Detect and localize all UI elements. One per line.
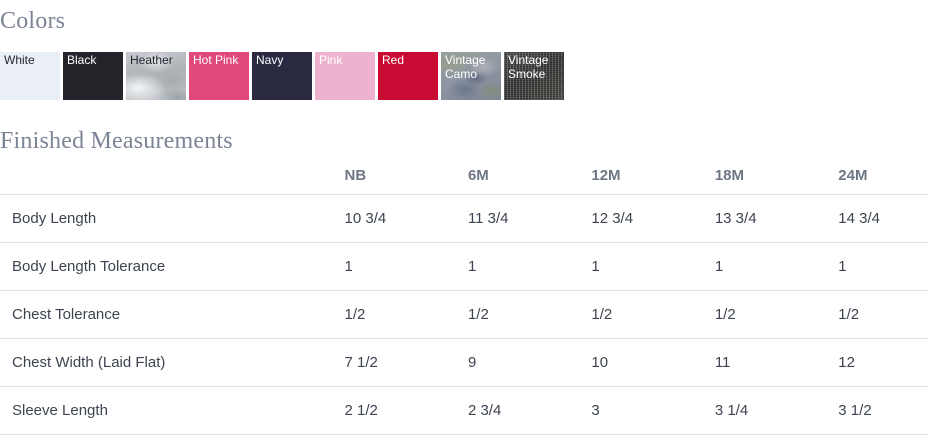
color-swatch[interactable]: Vintage Smoke: [504, 52, 564, 100]
table-row: Sleeve Length 2 1/2 2 3/4 3 3 1/4 3 1/2: [0, 387, 928, 435]
table-header-row: NB 6M 12M 18M 24M: [0, 160, 928, 195]
measurement-value: 2 3/4: [467, 402, 502, 419]
measurement-name: Sleeve Length: [12, 402, 108, 419]
measurement-value: 3 1/2: [838, 402, 872, 419]
color-swatch-label: Vintage Smoke: [508, 53, 549, 81]
measurement-name: Body Length Tolerance: [12, 258, 166, 275]
measurement-value: 12 3/4: [591, 210, 634, 227]
column-header-size: 18M: [714, 166, 745, 184]
measurement-value: 10 3/4: [344, 210, 387, 227]
table-header: NB 6M 12M 18M 24M: [0, 160, 928, 195]
color-swatch-label: Pink: [319, 53, 343, 67]
measurement-value: 7 1/2: [344, 354, 378, 371]
color-swatch[interactable]: Hot Pink: [189, 52, 249, 100]
measurement-value: 10: [591, 354, 609, 371]
measurement-name: Body Length: [12, 210, 97, 227]
measurement-value: 1: [467, 258, 477, 275]
column-header-size: 24M: [838, 166, 868, 184]
measurement-name: Chest Tolerance: [12, 306, 121, 323]
measurement-value: 3: [591, 402, 600, 419]
table-row: Chest Width (Laid Flat) 7 1/2 9 10 11 12: [0, 339, 928, 387]
measurement-value: 3 1/4: [714, 402, 749, 419]
finished-measurements-section-title: Finished Measurements: [0, 128, 233, 154]
color-swatch[interactable]: Black: [63, 52, 123, 100]
column-header-size: 12M: [591, 166, 621, 184]
measurement-value: 2 1/2: [344, 402, 378, 419]
measurement-value: 9: [467, 354, 477, 371]
finished-measurements-table: NB 6M 12M 18M 24M Body Length 10 3/4 11 3/4 12 …: [0, 160, 928, 435]
color-swatch-label: Heather: [130, 53, 173, 67]
measurement-value: 11: [714, 354, 731, 371]
measurement-value: 1/2: [714, 306, 736, 323]
color-swatch[interactable]: Pink: [315, 52, 375, 100]
measurement-value: 1/2: [591, 306, 613, 323]
color-swatch[interactable]: Navy: [252, 52, 312, 100]
measurement-value: 1/2: [467, 306, 489, 323]
measurement-value: 1: [344, 258, 353, 275]
measurement-value: 1: [591, 258, 600, 275]
color-swatch[interactable]: White: [0, 52, 60, 100]
color-swatch[interactable]: Red: [378, 52, 438, 100]
table-body: Body Length 10 3/4 11 3/4 12 3/4 13 3/4 14 3/…: [0, 195, 928, 435]
measurement-value: 13 3/4: [714, 210, 757, 227]
measurement-value: 1: [838, 258, 847, 275]
table-row: Body Length 10 3/4 11 3/4 12 3/4 13 3/4 14 3/…: [0, 195, 928, 243]
column-header-size: NB: [344, 166, 367, 184]
table-row: Body Length Tolerance 1 1 1 1 1: [0, 243, 928, 291]
color-swatch-label: Red: [382, 53, 405, 67]
measurement-value: 1/2: [344, 306, 366, 323]
measurement-value: 14 3/4: [838, 210, 881, 227]
colors-section-title: Colors: [0, 8, 66, 34]
measurement-name: Chest Width (Laid Flat): [12, 354, 166, 371]
measurement-value: 12: [838, 354, 855, 371]
color-swatch[interactable]: Vintage Camo: [441, 52, 501, 100]
color-swatch-label: Vintage Camo: [445, 53, 486, 81]
measurement-value: 1/2: [838, 306, 860, 323]
measurement-value: 11 3/4: [467, 210, 509, 227]
column-header-size: 6M: [467, 166, 489, 184]
color-swatch-label: White: [4, 53, 35, 67]
color-swatch-list: White Black Heather Hot Pink Navy Pink Red Vint…: [0, 52, 564, 100]
color-swatch-label: Navy: [256, 53, 284, 67]
measurement-value: 1: [714, 258, 724, 275]
table-row: Chest Tolerance 1/2 1/2 1/2 1/2 1/2: [0, 291, 928, 339]
color-swatch-label: Hot Pink: [193, 53, 239, 67]
column-header-measurement: [0, 160, 345, 195]
color-swatch-label: Black: [67, 53, 97, 67]
color-swatch[interactable]: Heather: [126, 52, 186, 100]
